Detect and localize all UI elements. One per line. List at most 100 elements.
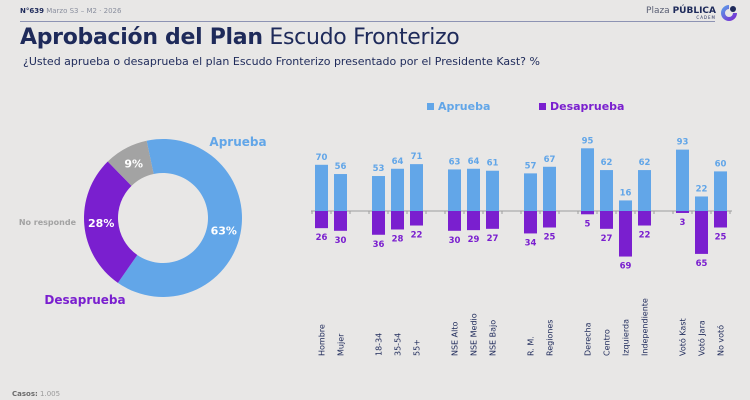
legend-label: Desaprueba	[550, 100, 624, 113]
header-divider	[20, 21, 715, 22]
category-label: Independiente	[641, 298, 650, 356]
value-label-desaprueba: 3	[680, 218, 686, 228]
value-label-desaprueba: 30	[449, 236, 461, 246]
value-label-aprueba: 62	[639, 158, 651, 168]
bar-aprueba	[676, 149, 689, 211]
title-regular: Escudo Fronterizo	[269, 25, 460, 50]
category-label: 35-54	[394, 333, 403, 356]
edition-number: N°639	[20, 7, 44, 15]
category-label: Centro	[603, 329, 612, 356]
bar-aprueba	[410, 164, 423, 211]
legend-label: Aprueba	[438, 100, 490, 113]
page-title: Aprobación del Plan Escudo Fronterizo	[20, 25, 460, 50]
value-label-desaprueba: 26	[316, 233, 328, 243]
donut-slice-desaprueba	[83, 161, 138, 283]
bar-desaprueba	[581, 211, 594, 215]
value-label-aprueba: 56	[335, 162, 347, 172]
value-label-aprueba: 93	[677, 138, 689, 148]
value-label-aprueba: 71	[411, 152, 423, 162]
value-label-desaprueba: 30	[335, 236, 347, 246]
bar-aprueba	[334, 174, 347, 211]
value-label-aprueba: 62	[601, 158, 613, 168]
bar-desaprueba	[410, 211, 423, 226]
bar-aprueba	[372, 176, 385, 211]
value-label-desaprueba: 25	[715, 233, 727, 243]
donut-category-label: Aprueba	[209, 135, 266, 149]
bar-desaprueba	[448, 211, 461, 231]
value-label-aprueba: 64	[392, 157, 404, 167]
category-label: NSE Bajo	[489, 320, 498, 356]
bar-aprueba	[524, 173, 537, 211]
bar-desaprueba	[372, 211, 385, 235]
sample-label: Casos:	[12, 390, 38, 398]
bar-aprueba	[486, 170, 499, 211]
bar-aprueba	[543, 166, 556, 211]
bar-desaprueba	[714, 211, 727, 228]
category-label: NSE Medio	[470, 313, 479, 356]
category-label: 18-34	[375, 333, 384, 356]
category-label: Regiones	[546, 320, 555, 356]
donut-value-label: 9%	[124, 157, 143, 170]
value-label-desaprueba: 65	[696, 259, 708, 269]
bar-desaprueba	[524, 211, 537, 234]
bar-aprueba	[638, 170, 651, 211]
bar-desaprueba	[543, 211, 556, 228]
bar-aprueba	[600, 170, 613, 211]
legend-swatch-icon	[539, 103, 546, 110]
bar-desaprueba	[638, 211, 651, 226]
value-label-desaprueba: 25	[544, 233, 556, 243]
value-label-aprueba: 63	[449, 157, 461, 167]
value-label-desaprueba: 34	[525, 238, 537, 248]
bar-aprueba	[467, 168, 480, 211]
brand-mark-icon	[721, 5, 737, 21]
value-label-desaprueba: 28	[392, 234, 404, 244]
brand-light: Plaza	[646, 5, 670, 16]
value-label-aprueba: 61	[487, 159, 499, 169]
legend-swatch-icon	[427, 103, 434, 110]
bar-desaprueba	[619, 211, 632, 257]
category-label: No votó	[716, 325, 726, 356]
donut-category-label: Desaprueba	[44, 293, 125, 307]
bar-desaprueba	[695, 211, 708, 254]
category-label: Mujer	[337, 333, 346, 356]
bar-aprueba	[315, 164, 328, 211]
brand-logo: Plaza PÚBLICA CADEM	[646, 3, 738, 23]
value-label-aprueba: 16	[620, 188, 632, 198]
value-label-desaprueba: 27	[487, 234, 499, 244]
question-subtitle: ¿Usted aprueba o desaprueba el plan Escu…	[23, 55, 540, 68]
sample-value: 1.005	[40, 390, 61, 398]
donut-slice-no-responde	[107, 140, 154, 186]
donut-category-label: No responde	[19, 218, 77, 227]
category-label: NSE Alto	[451, 322, 460, 356]
edition-info: N°639 Marzo S3 – M2 · 2026	[20, 7, 121, 15]
brand-sub: CADEM	[696, 14, 716, 20]
value-label-desaprueba: 69	[620, 262, 632, 272]
chart-legend: Aprueba Desaprueba	[427, 100, 624, 113]
category-label: 55+	[413, 339, 422, 356]
bar-desaprueba	[315, 211, 328, 229]
value-label-desaprueba: 36	[373, 240, 385, 250]
value-label-aprueba: 64	[468, 157, 480, 167]
donut-value-label: 63%	[211, 224, 237, 237]
bar-aprueba	[448, 169, 461, 211]
category-label: Hombre	[318, 324, 327, 356]
value-label-desaprueba: 22	[411, 231, 423, 241]
donut-chart: 63% Aprueba 28% Desaprueba 9% No responde	[19, 135, 267, 307]
bar-desaprueba	[676, 211, 689, 213]
bar-desaprueba	[334, 211, 347, 231]
value-label-aprueba: 95	[582, 136, 594, 146]
sample-size: Casos: 1.005	[12, 390, 60, 398]
value-label-desaprueba: 22	[639, 231, 651, 241]
value-label-desaprueba: 27	[601, 234, 613, 244]
value-label-aprueba: 70	[316, 153, 328, 163]
bar-aprueba	[619, 200, 632, 211]
category-label: Derecha	[584, 322, 593, 356]
bar-desaprueba	[467, 211, 480, 231]
value-label-aprueba: 60	[715, 159, 727, 169]
bar-desaprueba	[486, 211, 499, 229]
category-label: Votó Jara	[697, 320, 707, 356]
category-label: Votó Kast	[678, 318, 688, 356]
bar-aprueba	[695, 196, 708, 211]
value-label-aprueba: 57	[525, 161, 537, 171]
